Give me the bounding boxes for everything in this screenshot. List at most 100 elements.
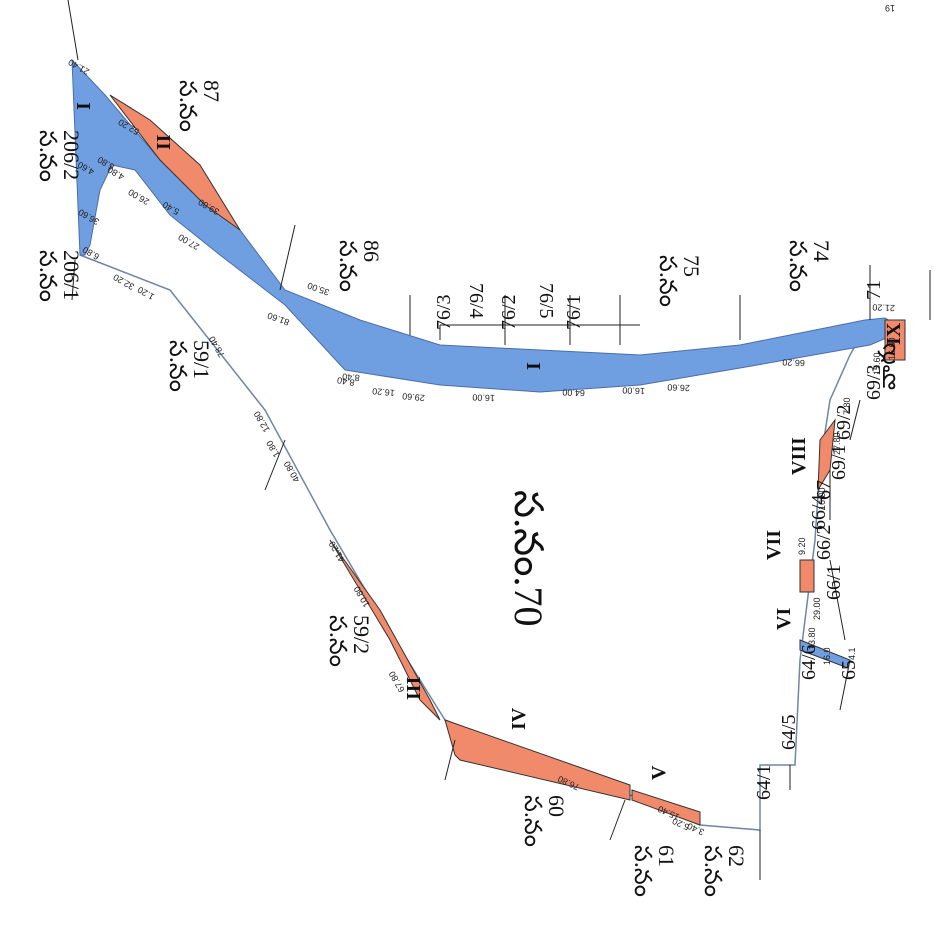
plot-label: 66/4 xyxy=(808,494,830,530)
svg-text:స.నం: స.నం xyxy=(784,240,810,292)
encroachment-polygon-vii xyxy=(799,559,815,593)
survey-label-74: స.నం 74 xyxy=(784,240,834,292)
svg-text:16.20: 16.20 xyxy=(372,386,395,398)
svg-text:16.00: 16.00 xyxy=(622,385,645,396)
survey-label-75: స.నం 75 xyxy=(654,255,704,307)
svg-text:86: 86 xyxy=(359,240,384,262)
plot-label: 65 xyxy=(838,660,860,680)
plot-label: 69/1 xyxy=(828,444,850,480)
svg-text:26.60: 26.60 xyxy=(667,382,690,393)
zone-label: IX xyxy=(883,322,905,345)
svg-text:16.00: 16.00 xyxy=(817,487,827,510)
svg-text:60: 60 xyxy=(544,795,569,817)
plot-label: 64/6 xyxy=(798,644,820,680)
plot-label: 66/1 xyxy=(823,564,845,600)
svg-text:8.40: 8.40 xyxy=(342,371,360,382)
survey-label-60: స.నం 60 xyxy=(519,795,569,847)
svg-text:87: 87 xyxy=(199,80,224,102)
svg-text:స.నం: స.నం xyxy=(34,250,60,302)
svg-text:26.00: 26.00 xyxy=(126,187,151,207)
svg-text:1.80: 1.80 xyxy=(264,439,281,459)
zone-label: I xyxy=(523,362,545,370)
svg-text:స.నం: స.నం xyxy=(699,845,725,897)
plot-label: 67 xyxy=(813,480,835,500)
svg-text:స.నం: స.నం xyxy=(174,80,200,132)
svg-text:81.60: 81.60 xyxy=(266,310,291,327)
parcel-lines xyxy=(67,0,931,880)
survey-label-87: స.నం 87 xyxy=(174,80,224,132)
stream-polygon-blue-main xyxy=(71,58,907,393)
svg-text:12.80: 12.80 xyxy=(252,409,272,434)
svg-text:స.నం: స.నం xyxy=(334,240,360,292)
plot-label: 76/1 xyxy=(563,294,585,330)
svg-text:41.20: 41.20 xyxy=(327,539,347,564)
plot-label: 69/2 xyxy=(833,404,855,440)
svg-text:7.80: 7.80 xyxy=(842,397,852,415)
svg-text:16.0: 16.0 xyxy=(822,647,832,665)
svg-text:64.00: 64.00 xyxy=(562,387,585,398)
plot-label: 76/3 xyxy=(433,294,455,330)
plot-label: 76/5 xyxy=(535,283,557,319)
svg-text:1.20: 1.20 xyxy=(136,285,156,302)
zone-label: VIII xyxy=(788,437,810,475)
survey-label-62: స.నం 62 xyxy=(699,845,749,897)
zone-label: III xyxy=(403,676,425,700)
svg-text:8.40: 8.40 xyxy=(336,375,355,388)
zone-label: VI xyxy=(773,608,795,630)
svg-text:స.నం: స.నం xyxy=(34,130,60,182)
svg-text:206/2: 206/2 xyxy=(59,130,84,180)
svg-text:9.20: 9.20 xyxy=(797,537,807,555)
svg-text:స.నం: స.నం xyxy=(629,845,655,897)
plot-label: 66/2 xyxy=(813,524,835,560)
svg-text:59/1: 59/1 xyxy=(189,340,214,379)
zone-label: I xyxy=(73,102,95,110)
plot-label: 64/1 xyxy=(753,764,775,800)
svg-text:35.00: 35.00 xyxy=(306,280,331,297)
plot-label: 76/2 xyxy=(498,294,520,330)
svg-text:4.1: 4.1 xyxy=(847,647,857,660)
svg-text:16.60: 16.60 xyxy=(887,337,897,360)
svg-text:15.60: 15.60 xyxy=(872,352,882,375)
svg-text:స.నం: స.నం xyxy=(654,255,680,307)
survey-label-59-2: స.నం 59/2 xyxy=(324,615,374,667)
encroachment-polygon-iii xyxy=(329,539,441,721)
zone-label: IV xyxy=(508,707,530,730)
plot-label: 64/5 xyxy=(778,714,800,750)
zone-label: V xyxy=(648,765,670,780)
encroachment-polygon-ix xyxy=(884,319,906,361)
survey-label-59-1: స.నం 59/1 xyxy=(164,340,214,392)
plot-label: 71 xyxy=(863,280,885,300)
svg-text:74: 74 xyxy=(809,240,834,262)
center-survey-label: స.నం.70 xyxy=(506,490,551,626)
svg-text:స.నం: స.నం xyxy=(519,795,545,847)
plot-label: 69/3 xyxy=(863,364,885,400)
survey-label-206-1: స.నం 206/1 xyxy=(34,250,84,302)
svg-text:స.నం: స.నం xyxy=(324,615,350,667)
svg-text:62: 62 xyxy=(724,845,749,867)
svg-text:59/2: 59/2 xyxy=(349,615,374,654)
svg-text:66.20: 66.20 xyxy=(782,357,805,368)
survey-label-206-2: స.నం 206/2 xyxy=(34,130,84,182)
encroachment-polygon-ii xyxy=(109,94,241,231)
svg-text:27.80: 27.80 xyxy=(832,432,842,455)
zone-label: VII xyxy=(763,530,785,560)
stream-label: వాగు xyxy=(875,343,901,390)
svg-text:75: 75 xyxy=(679,255,704,277)
svg-text:16.00: 16.00 xyxy=(472,392,495,403)
svg-text:29.60: 29.60 xyxy=(402,391,425,403)
encroachment-polygon-v xyxy=(631,789,701,826)
svg-text:21.20: 21.20 xyxy=(872,302,895,313)
corner-mark: 19 xyxy=(885,3,895,13)
svg-text:61: 61 xyxy=(654,845,679,867)
zone-label: II xyxy=(153,134,175,150)
svg-text:29.00: 29.00 xyxy=(812,597,822,620)
survey-label-61: స.నం 61 xyxy=(629,845,679,897)
svg-text:స.నం: స.నం xyxy=(164,340,190,392)
survey-label-86: స.నం 86 xyxy=(334,240,384,292)
svg-text:206/1: 206/1 xyxy=(59,250,84,300)
encroachment-polygon-iv xyxy=(444,719,631,801)
svg-text:13.80: 13.80 xyxy=(807,627,817,650)
plot-label: 76/4 xyxy=(465,283,487,319)
